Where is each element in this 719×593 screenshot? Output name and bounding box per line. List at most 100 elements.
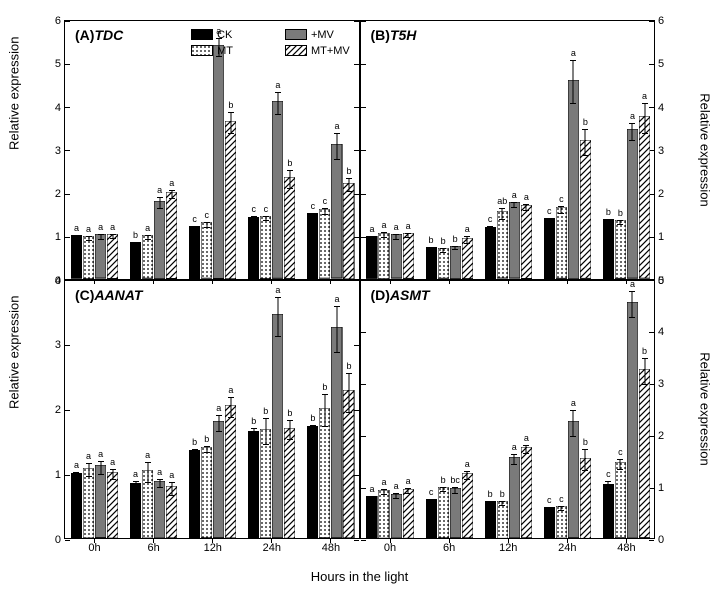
sig-letter: a (382, 220, 387, 230)
error-bar (230, 397, 231, 416)
sig-letter: a (512, 190, 517, 200)
sig-letter: a (169, 470, 174, 480)
xtick-label: 12h (204, 542, 222, 554)
sig-letter: c (559, 494, 564, 504)
bar (95, 465, 106, 538)
sig-letter: a (334, 294, 339, 304)
sig-letter: c (559, 194, 564, 204)
bar (391, 234, 402, 278)
sig-letter: a (524, 192, 529, 202)
error-bar (585, 129, 586, 155)
legend-item: MT (191, 44, 233, 58)
sig-letter: c (192, 214, 197, 224)
sig-letter: c (311, 201, 316, 211)
ytick-label: 4 (55, 275, 65, 287)
bar (497, 211, 508, 278)
ytick-label: 4 (654, 102, 664, 114)
bar (603, 219, 614, 279)
xtick-label: 48h (322, 542, 340, 554)
ytick-label: 2 (55, 404, 65, 416)
error-bar (159, 197, 160, 207)
sig-letter: b (429, 235, 434, 245)
legend-label: MT+MV (311, 45, 350, 57)
sig-letter: a (228, 385, 233, 395)
sig-letter: a (512, 442, 517, 452)
sig-letter: c (606, 469, 611, 479)
sig-letter: a (275, 80, 280, 90)
sig-letter: a (74, 460, 79, 470)
sig-letter: b (347, 166, 352, 176)
ytick-label: 1 (654, 231, 664, 243)
error-bar (502, 208, 503, 218)
bar (509, 202, 520, 278)
sig-letter: a (133, 469, 138, 479)
bar (130, 242, 141, 279)
sig-letter: a (630, 279, 635, 289)
sig-letter: c (204, 210, 209, 220)
error-bar (289, 170, 290, 187)
sig-letter: bc (450, 475, 460, 485)
ytick-label: 1 (654, 482, 664, 494)
sig-letter: c (323, 196, 328, 206)
bar (83, 236, 94, 279)
xtick-label: 0h (384, 542, 396, 554)
bar (331, 327, 342, 538)
legend-item: MT+MV (285, 44, 350, 58)
error-bar (561, 206, 562, 213)
sig-letter: a (369, 484, 374, 494)
sig-letter: b (441, 475, 446, 485)
bar (366, 496, 377, 538)
xtick-label: 24h (263, 542, 281, 554)
ytick-label: 3 (55, 145, 65, 157)
ytick-label: 6 (654, 15, 664, 27)
sig-letter: a (157, 185, 162, 195)
legend-label: CK (217, 29, 232, 41)
bar (556, 207, 567, 278)
sig-letter: a (110, 457, 115, 467)
bar (201, 447, 212, 538)
error-bar (349, 178, 350, 191)
y-axis-label-right: Relative expression (698, 353, 713, 466)
error-bar (277, 92, 278, 114)
sig-letter: a (275, 285, 280, 295)
bar (544, 218, 555, 279)
bar (154, 201, 165, 279)
sig-letter: a (145, 223, 150, 233)
bar (485, 501, 496, 538)
bar (438, 487, 449, 538)
bar (201, 222, 212, 278)
bar (509, 457, 520, 538)
bar (615, 220, 626, 278)
sig-letter: ab (497, 196, 507, 206)
bar (272, 314, 283, 538)
sig-letter: a (406, 476, 411, 486)
bar (189, 226, 200, 279)
ytick-label: 3 (654, 378, 664, 390)
ytick-label: 4 (55, 102, 65, 114)
error-bar (573, 60, 574, 103)
legend-item: +MV (285, 28, 350, 42)
bar (639, 116, 650, 278)
sig-letter: c (252, 204, 257, 214)
bar (627, 129, 638, 278)
bar (213, 421, 224, 538)
ytick-label: 3 (654, 145, 664, 157)
error-bar (644, 103, 645, 133)
sig-letter: b (618, 208, 623, 218)
bar (462, 473, 473, 538)
sig-letter: a (145, 450, 150, 460)
bar (189, 450, 200, 538)
bar (107, 234, 118, 279)
sig-letter: a (216, 403, 221, 413)
sig-letter: c (488, 214, 493, 224)
bar (426, 499, 437, 538)
xtick-label: 48h (617, 542, 635, 554)
bar (403, 489, 414, 538)
error-bar (277, 297, 278, 336)
ytick-label: 5 (55, 58, 65, 70)
sig-letter: c (264, 204, 269, 214)
bar (366, 236, 377, 278)
sig-letter: b (441, 236, 446, 246)
error-bar (644, 358, 645, 384)
panel-A: (A)TDC0123456aaaabaaaccabccabccab (64, 20, 360, 280)
